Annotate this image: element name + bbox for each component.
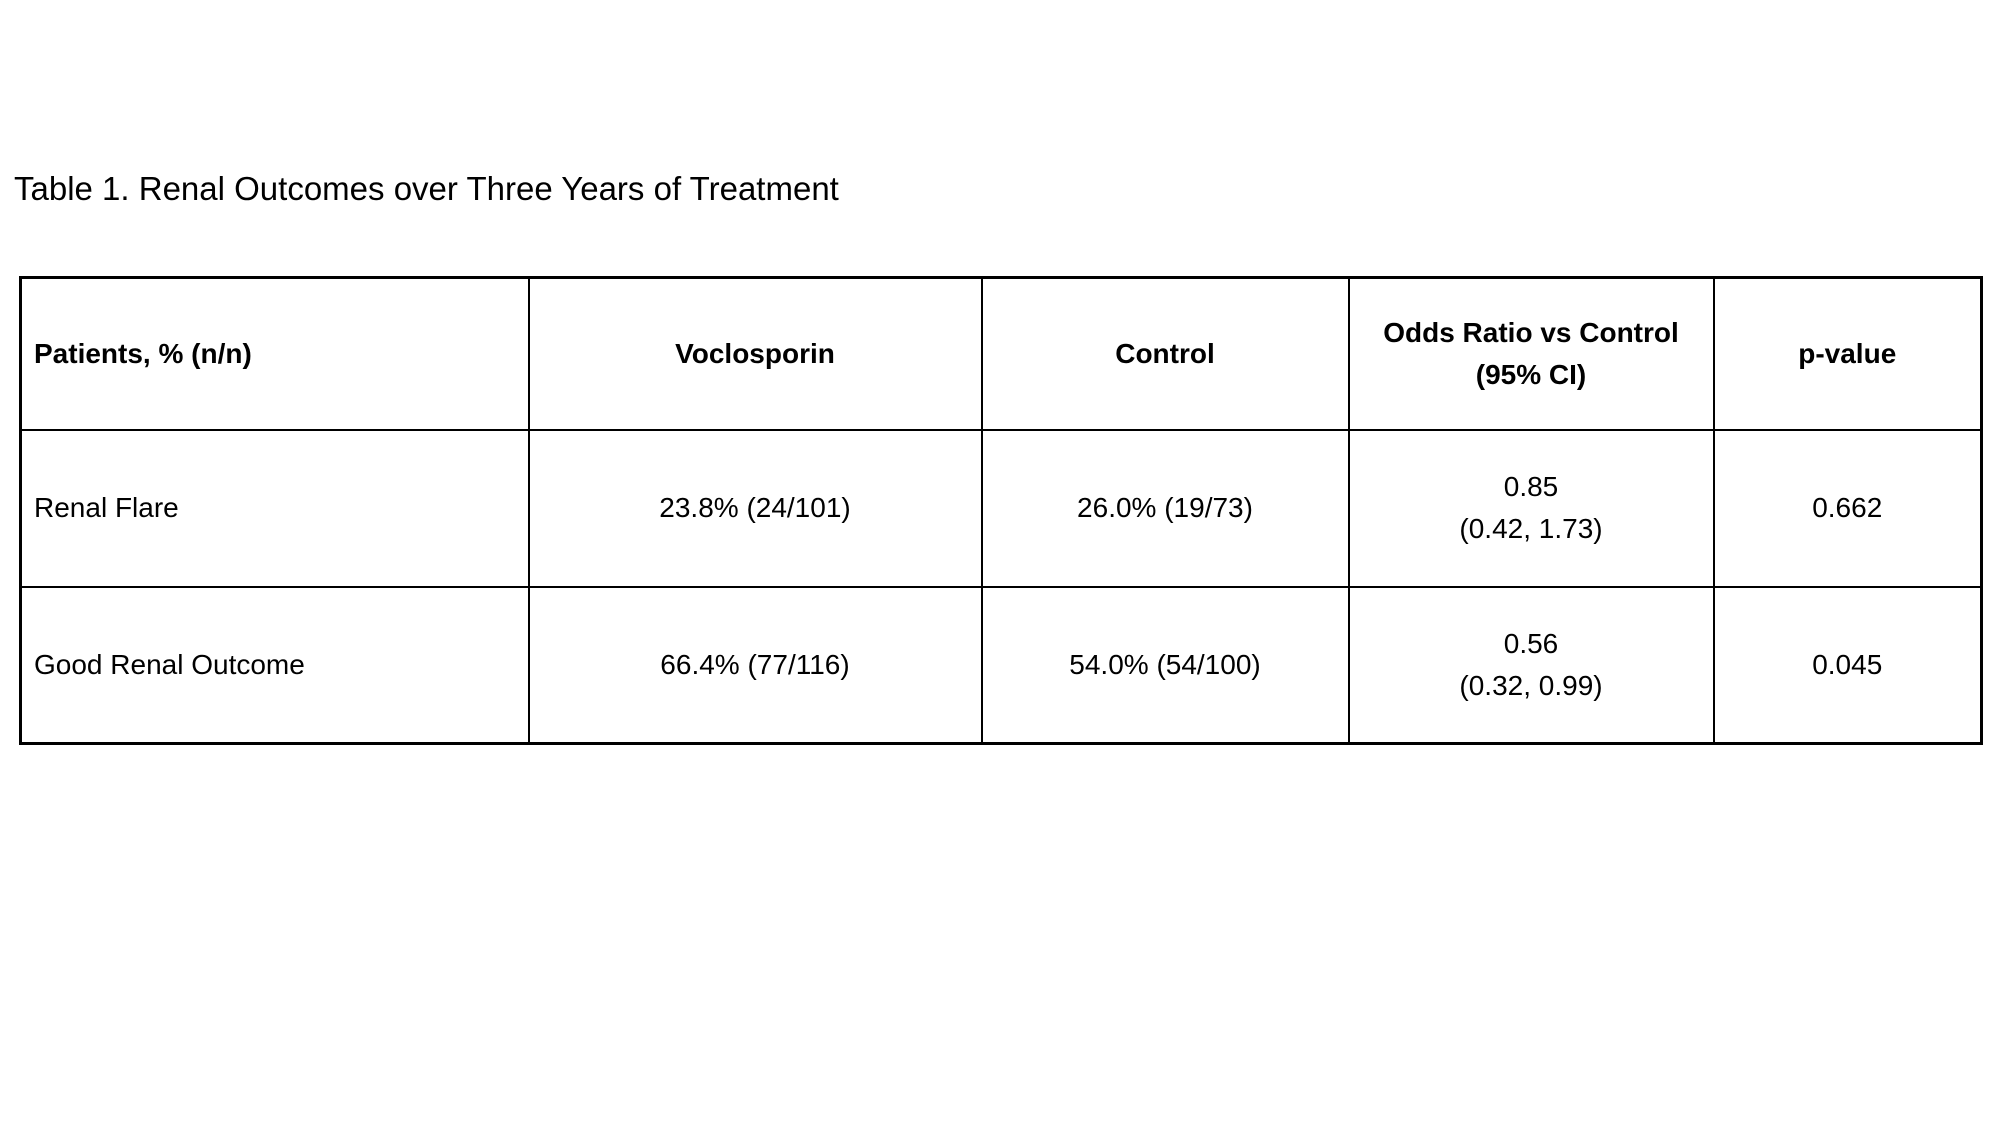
table-row-renal-flare: Renal Flare 23.8% (24/101) 26.0% (19/73)… xyxy=(19,428,1983,588)
odds-ratio-value: 0.85 xyxy=(1503,471,1559,502)
cell-outcome: Renal Flare xyxy=(19,428,530,588)
column-header-voclosporin: Voclosporin xyxy=(527,276,983,431)
table-header-row: Patients, % (n/n) Voclosporin Control Od… xyxy=(19,276,1983,431)
odds-ratio-value: 0.56 xyxy=(1503,627,1559,659)
renal-outcomes-table: Patients, % (n/n) Voclosporin Control Od… xyxy=(19,276,1983,745)
odds-ratio-ci: (0.42, 1.73) xyxy=(1459,513,1603,544)
column-header-odds-ratio-line1: Odds Ratio vs Control xyxy=(1383,316,1679,348)
column-header-odds-ratio: Odds Ratio vs Control (95% CI) xyxy=(1347,276,1715,431)
column-header-p-value: p-value xyxy=(1712,276,1983,431)
column-header-patients: Patients, % (n/n) xyxy=(19,276,530,431)
cell-outcome: Good Renal Outcome xyxy=(19,585,530,745)
cell-odds-ratio: 0.85 (0.42, 1.73) xyxy=(1347,428,1715,588)
cell-control: 26.0% (19/73) xyxy=(980,428,1350,588)
column-header-odds-ratio-line2: (95% CI) xyxy=(1475,358,1587,390)
column-header-control: Control xyxy=(980,276,1350,431)
cell-control: 54.0% (54/100) xyxy=(980,585,1350,745)
cell-odds-ratio: 0.56 (0.32, 0.99) xyxy=(1347,585,1715,745)
table-row-good-renal-outcome: Good Renal Outcome 66.4% (77/116) 54.0% … xyxy=(19,585,1983,745)
cell-p-value: 0.045 xyxy=(1712,585,1983,745)
cell-p-value: 0.662 xyxy=(1712,428,1983,588)
cell-voclosporin: 23.8% (24/101) xyxy=(527,428,983,588)
cell-voclosporin: 66.4% (77/116) xyxy=(527,585,983,745)
odds-ratio-ci: (0.32, 0.99) xyxy=(1459,669,1603,701)
page-title: Table 1. Renal Outcomes over Three Years… xyxy=(14,170,839,207)
